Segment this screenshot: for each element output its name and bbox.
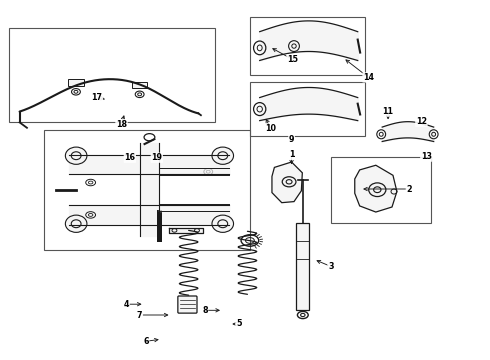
Text: 17: 17 xyxy=(92,93,102,102)
FancyBboxPatch shape xyxy=(178,296,197,313)
Ellipse shape xyxy=(65,147,87,164)
Polygon shape xyxy=(169,228,203,233)
Bar xyxy=(250,82,365,136)
Text: 3: 3 xyxy=(328,262,334,271)
Text: 18: 18 xyxy=(116,120,127,129)
Ellipse shape xyxy=(212,215,234,232)
Ellipse shape xyxy=(65,215,87,232)
Bar xyxy=(250,17,365,75)
Text: 11: 11 xyxy=(383,107,393,116)
Text: 13: 13 xyxy=(421,152,432,161)
Bar xyxy=(157,210,162,242)
Text: 9: 9 xyxy=(289,135,294,144)
Polygon shape xyxy=(355,165,397,212)
Bar xyxy=(9,28,215,122)
Text: 2: 2 xyxy=(406,184,412,194)
Ellipse shape xyxy=(212,147,234,164)
Text: 4: 4 xyxy=(123,300,129,309)
Bar xyxy=(296,223,309,310)
Text: 12: 12 xyxy=(416,117,427,126)
Bar xyxy=(132,82,147,88)
Text: 15: 15 xyxy=(287,55,298,64)
Bar xyxy=(331,157,431,223)
Text: 16: 16 xyxy=(124,153,135,162)
Text: 5: 5 xyxy=(236,320,242,328)
Text: 7: 7 xyxy=(137,310,143,320)
Text: 6: 6 xyxy=(143,337,149,346)
Text: 14: 14 xyxy=(363,73,374,82)
Bar xyxy=(44,130,250,250)
Text: 10: 10 xyxy=(265,124,276,133)
Text: 8: 8 xyxy=(202,306,208,315)
Bar xyxy=(68,79,84,86)
Text: 1: 1 xyxy=(289,150,294,159)
Text: 19: 19 xyxy=(151,153,162,162)
Polygon shape xyxy=(272,162,302,203)
